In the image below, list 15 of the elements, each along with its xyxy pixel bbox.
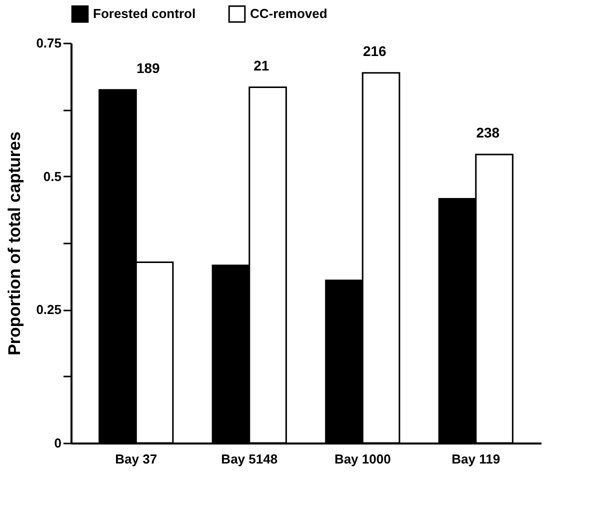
- y-axis-title: Proportion of total captures: [5, 132, 24, 356]
- y-tick-label: 0: [54, 436, 62, 450]
- annotation: 216: [362, 42, 387, 59]
- x-tick-label: Bay 119: [452, 452, 500, 466]
- x-tick-label: Bay 37: [115, 452, 158, 466]
- legend-label: Forested control: [93, 6, 196, 22]
- y-tick-label: 0.5: [43, 168, 62, 184]
- x-tick-label: Bay 5148: [221, 452, 278, 466]
- annotation: 238: [476, 124, 500, 140]
- y-tick-label: 0.75: [36, 36, 62, 50]
- annotation: 189: [136, 60, 160, 76]
- legend-label: CC-removed: [250, 6, 328, 22]
- annotation: 21: [254, 57, 270, 74]
- x-tick-label: Bay 1000: [334, 452, 391, 466]
- y-tick-label: 0.25: [36, 302, 62, 318]
